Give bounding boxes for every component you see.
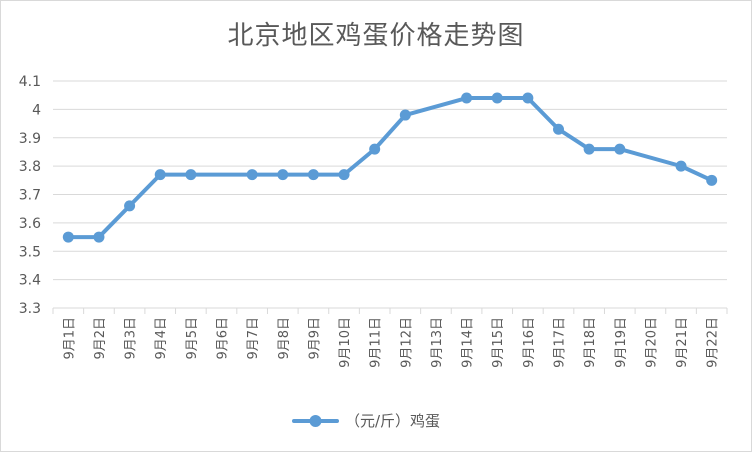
x-tick-label: 9月4日	[154, 317, 169, 360]
data-point	[124, 200, 136, 212]
data-point	[93, 231, 105, 243]
y-tick-label: 4	[32, 102, 41, 118]
data-point	[277, 169, 289, 181]
legend-label: （元/斤）鸡蛋	[345, 412, 440, 430]
data-point	[307, 169, 319, 181]
x-tick-label: 9月3日	[124, 317, 139, 360]
data-point	[399, 109, 411, 121]
data-point	[461, 92, 473, 104]
x-tick-label: 9月14日	[461, 317, 476, 368]
x-tick-label: 9月15日	[491, 317, 506, 368]
x-tick-label: 9月12日	[399, 317, 414, 368]
data-point	[62, 231, 74, 243]
data-point	[553, 123, 564, 135]
data-point	[369, 143, 381, 155]
x-tick-label: 9月19日	[614, 317, 629, 368]
series-line	[66, 96, 714, 240]
data-point	[185, 169, 197, 181]
x-tick-label: 9月8日	[277, 317, 292, 360]
data-point	[522, 92, 534, 104]
data-point	[706, 174, 718, 186]
y-tick-label: 3.9	[19, 131, 41, 147]
data-point	[491, 92, 503, 104]
y-tick-label: 3.4	[19, 273, 41, 289]
y-tick-label: 3.3	[19, 301, 41, 317]
x-tick-label: 9月16日	[522, 317, 537, 368]
data-point	[154, 169, 166, 181]
x-tick-label: 9月21日	[675, 317, 690, 368]
x-tick-label: 9月9日	[307, 317, 322, 360]
data-point	[614, 143, 626, 155]
x-tick-label: 9月20日	[644, 317, 659, 368]
x-tick-label: 9月11日	[369, 317, 384, 368]
y-tick-label: 3.5	[19, 244, 41, 260]
y-tick-label: 4.1	[19, 74, 41, 90]
y-tick-label: 3.8	[19, 159, 41, 175]
legend-swatch-marker	[309, 415, 322, 427]
x-tick-label: 9月2日	[93, 317, 108, 360]
y-tick-label: 3.6	[19, 216, 41, 232]
x-tick-label: 9月7日	[246, 317, 261, 360]
x-tick-label: 9月18日	[583, 317, 598, 368]
x-tick-label: 9月5日	[185, 317, 200, 360]
x-tick-label: 9月6日	[216, 317, 231, 360]
chart-title: 北京地区鸡蛋价格走势图	[227, 21, 525, 51]
data-point	[338, 169, 350, 181]
y-tick-label: 3.7	[19, 188, 41, 204]
x-tick-label: 9月13日	[430, 317, 445, 368]
data-point	[583, 143, 595, 155]
data-point	[246, 169, 258, 181]
x-tick-label: 9月10日	[338, 317, 353, 368]
x-tick-label: 9月17日	[553, 317, 568, 368]
x-tick-label: 9月1日	[62, 317, 77, 360]
data-point	[675, 160, 687, 172]
x-tick-label: 9月22日	[706, 317, 721, 368]
